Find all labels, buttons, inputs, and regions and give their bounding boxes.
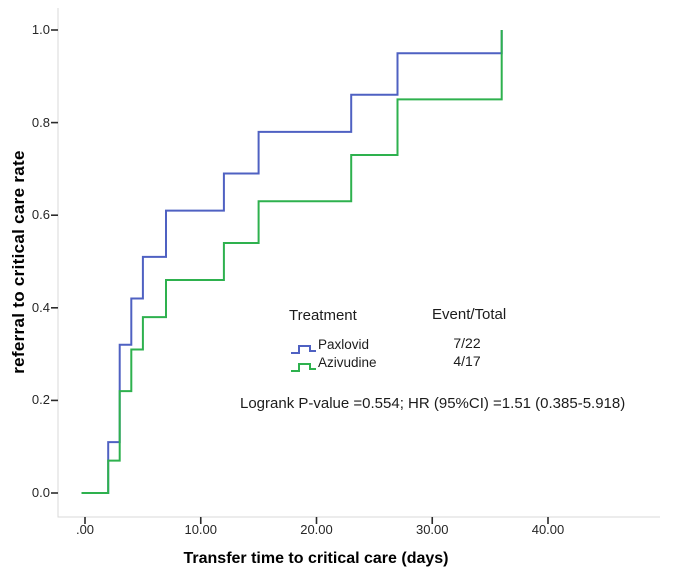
legend-event-total-header: Event/Total — [432, 306, 507, 323]
azivudine-step-line-icon — [291, 363, 316, 372]
curve-azivudine — [81, 30, 503, 494]
paxlovid-step-line-icon — [291, 345, 316, 354]
event-total-azivudine: 4/17 — [453, 353, 481, 369]
y-tick-label: 0.4 — [31, 299, 50, 315]
legend-label-paxlovid: Paxlovid — [318, 337, 370, 352]
axis-frame — [57, 8, 660, 518]
y-tick-label: 0.6 — [31, 207, 50, 223]
stats-annotation: Logrank P-value =0.554; HR (95%CI) =1.51… — [240, 395, 626, 412]
x-tick-label: 20.00 — [300, 522, 333, 537]
legend-label-azivudine: Azivudine — [318, 355, 377, 370]
y-tick-label: 0.8 — [31, 114, 50, 130]
x-axis-title: Transfer time to critical care (days) — [183, 550, 449, 567]
y-axis-title: referral to critical care rate — [9, 150, 28, 374]
y-tick-label: 1.0 — [31, 22, 50, 37]
legend-treatment-header: Treatment — [289, 307, 357, 324]
event-total-paxlovid: 7/22 — [453, 335, 481, 351]
y-tick-label: 0.2 — [31, 392, 50, 408]
x-tick-label: 10.00 — [184, 522, 218, 537]
x-tick-label: .00 — [75, 522, 95, 537]
x-tick-label: 30.00 — [415, 522, 449, 537]
y-tick-label: 0.0 — [31, 485, 50, 500]
x-tick-label: 40.00 — [531, 522, 565, 537]
